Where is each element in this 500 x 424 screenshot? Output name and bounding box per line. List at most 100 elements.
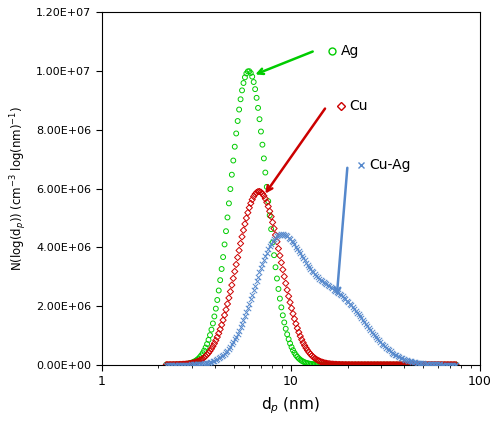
Point bbox=[390, 350, 398, 357]
Point bbox=[280, 273, 288, 280]
Point bbox=[284, 336, 292, 343]
Point bbox=[440, 361, 448, 368]
Point bbox=[366, 361, 374, 368]
Point bbox=[290, 315, 298, 322]
Point bbox=[430, 361, 438, 368]
Point bbox=[236, 96, 244, 103]
Point bbox=[174, 361, 182, 368]
Point bbox=[328, 361, 336, 368]
Point bbox=[248, 73, 256, 80]
Point bbox=[452, 361, 460, 368]
Point bbox=[219, 317, 227, 324]
Point bbox=[197, 352, 205, 359]
Point bbox=[226, 343, 234, 350]
Point bbox=[331, 287, 339, 294]
Point bbox=[331, 361, 339, 368]
X-axis label: d$_p$ (nm): d$_p$ (nm) bbox=[261, 395, 320, 416]
Point bbox=[330, 361, 338, 368]
Point bbox=[238, 87, 246, 94]
Point bbox=[364, 325, 372, 332]
Point bbox=[210, 340, 218, 347]
Point bbox=[270, 225, 278, 232]
Point bbox=[337, 292, 345, 298]
Point bbox=[276, 252, 284, 259]
Point bbox=[225, 345, 233, 352]
Point bbox=[347, 361, 355, 368]
Point bbox=[392, 361, 400, 368]
Point bbox=[210, 313, 218, 320]
Point bbox=[380, 343, 388, 350]
Point bbox=[359, 361, 367, 368]
Point bbox=[216, 326, 224, 333]
Point bbox=[234, 254, 241, 261]
Point bbox=[338, 293, 346, 300]
Point bbox=[423, 361, 431, 368]
Point bbox=[407, 361, 415, 368]
Point bbox=[378, 361, 386, 368]
Point bbox=[280, 319, 288, 326]
Point bbox=[406, 361, 413, 368]
Point bbox=[359, 317, 367, 324]
Point bbox=[276, 231, 284, 238]
Point bbox=[240, 317, 248, 324]
Point bbox=[404, 361, 412, 368]
Point bbox=[359, 361, 367, 368]
Point bbox=[350, 361, 358, 368]
Point bbox=[298, 357, 306, 364]
Point bbox=[312, 356, 320, 363]
Point bbox=[190, 359, 198, 366]
Point bbox=[358, 315, 366, 322]
Point bbox=[417, 360, 425, 367]
Point bbox=[286, 299, 294, 306]
Point bbox=[204, 337, 212, 343]
Point bbox=[252, 278, 260, 285]
Point bbox=[220, 350, 228, 357]
Point bbox=[413, 359, 421, 366]
Point bbox=[264, 203, 272, 210]
Point bbox=[306, 360, 314, 367]
Point bbox=[436, 361, 444, 368]
Point bbox=[202, 360, 209, 367]
Point bbox=[295, 329, 303, 336]
Point bbox=[404, 357, 412, 364]
Point bbox=[224, 347, 232, 354]
Point bbox=[268, 238, 276, 245]
Point bbox=[407, 358, 415, 365]
Point bbox=[252, 95, 260, 101]
Point bbox=[337, 361, 345, 368]
Point bbox=[216, 354, 224, 361]
Point bbox=[322, 281, 330, 288]
Point bbox=[318, 361, 326, 368]
Point bbox=[400, 361, 407, 368]
Point bbox=[192, 359, 200, 365]
Point bbox=[292, 243, 300, 250]
Point bbox=[222, 228, 230, 234]
Point bbox=[299, 254, 307, 261]
Point bbox=[413, 361, 421, 368]
Text: Cu: Cu bbox=[350, 99, 368, 113]
Point bbox=[426, 361, 434, 368]
Point bbox=[219, 254, 227, 260]
Point bbox=[369, 361, 377, 368]
Point bbox=[250, 193, 258, 200]
Point bbox=[196, 361, 204, 368]
Point bbox=[246, 68, 254, 75]
Point bbox=[308, 361, 316, 368]
Point bbox=[296, 333, 304, 340]
Point bbox=[312, 361, 320, 368]
Point bbox=[192, 357, 200, 364]
Point bbox=[305, 349, 313, 356]
Point bbox=[198, 350, 206, 357]
Point bbox=[168, 361, 176, 368]
Point bbox=[346, 361, 354, 368]
Point bbox=[254, 273, 262, 280]
Point bbox=[187, 361, 195, 368]
Point bbox=[380, 361, 388, 368]
Point bbox=[296, 250, 304, 257]
Point bbox=[208, 358, 216, 365]
Point bbox=[172, 361, 180, 368]
Point bbox=[279, 231, 287, 238]
Point bbox=[258, 141, 266, 148]
Point bbox=[242, 215, 250, 221]
Point bbox=[334, 361, 342, 368]
